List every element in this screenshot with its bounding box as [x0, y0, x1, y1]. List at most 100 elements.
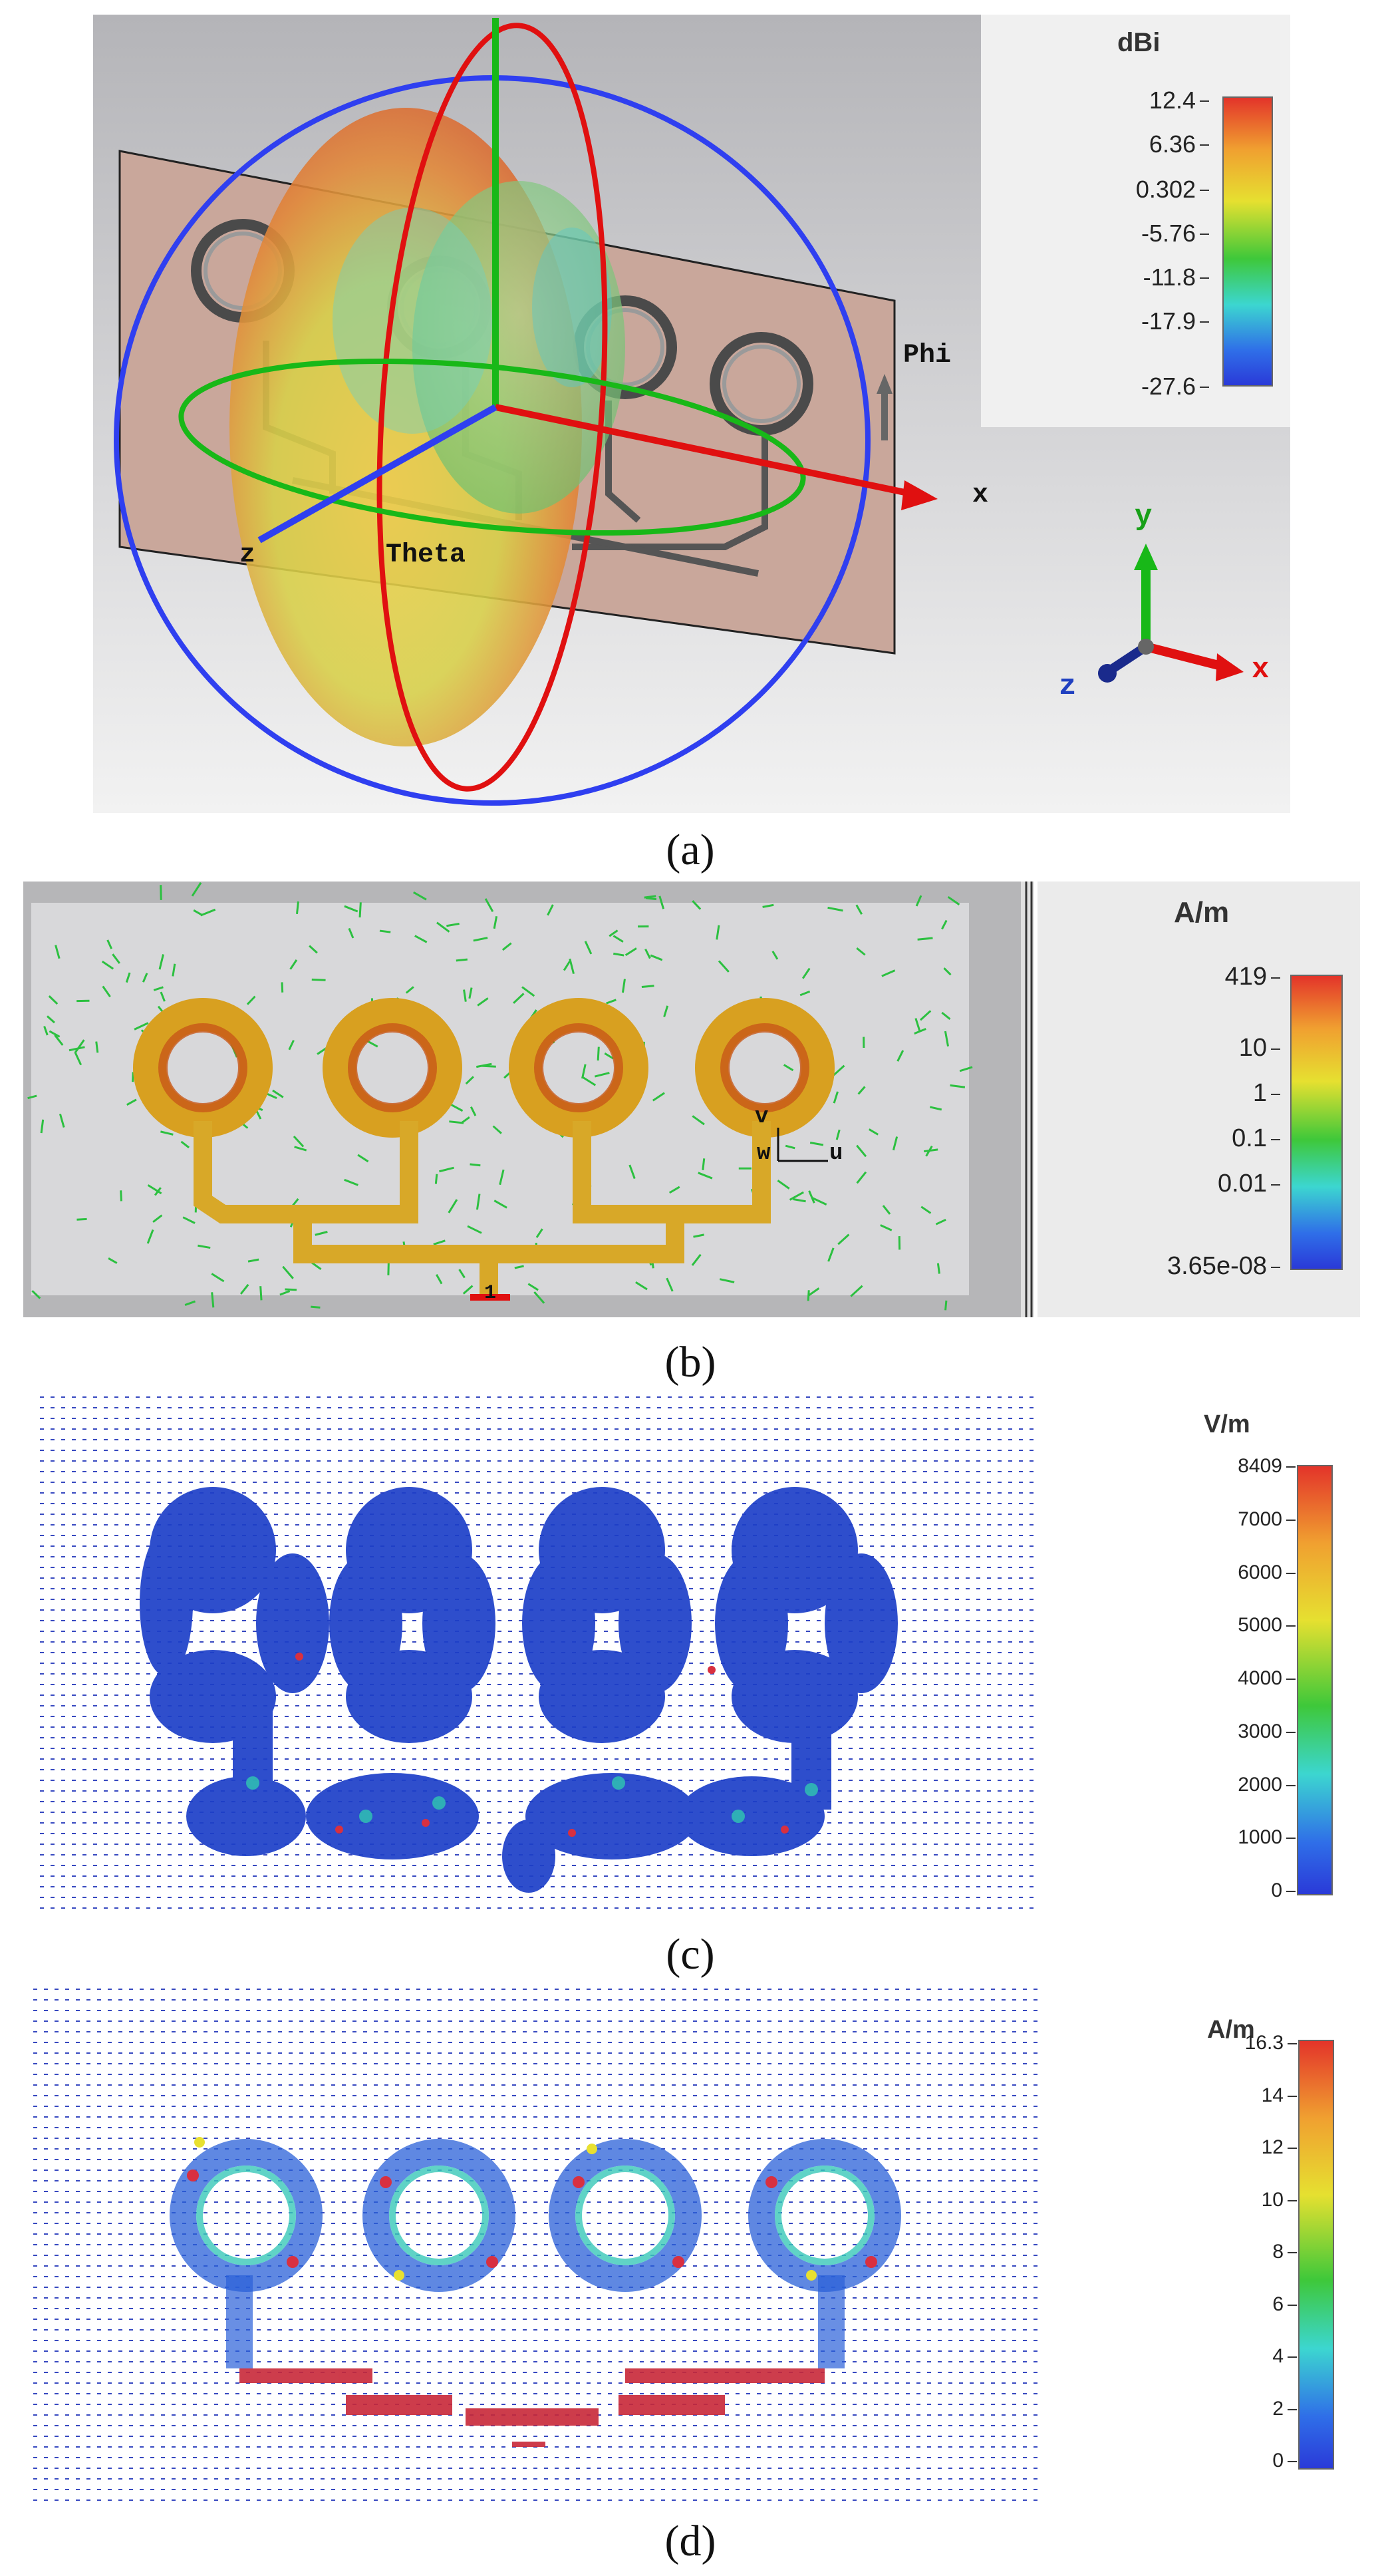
electric-field-view	[40, 1396, 1034, 1909]
colorbar-tick-label: 14	[1261, 2084, 1284, 2106]
colorbar-tick-mark	[1288, 2148, 1297, 2149]
axis-triad	[1098, 544, 1244, 683]
colorbar-c	[1297, 1465, 1333, 1895]
colorbar-b	[1290, 975, 1343, 1270]
colorbar-tick-mark	[1288, 2304, 1297, 2306]
colorbar-tick-label: -27.6	[1141, 373, 1196, 401]
panel-c-electric-field: V/m 8409 7000 6000 5000 4000 3000 2000 1000 0	[33, 1390, 1357, 1916]
panel-d-magnetic-field: A/m 16.3 14 12 10 8 6 4 2 0	[27, 1983, 1357, 2508]
colorbar-tick-label: 0	[1272, 2450, 1284, 2472]
colorbar-tick-mark	[1286, 1625, 1296, 1627]
colorbar-unit-c: V/m	[1204, 1410, 1250, 1438]
panel-a-radiation-pattern: Phi Theta x z y x z dBi 12.4 6.36 0.302 -5.…	[93, 15, 1290, 813]
colorbar-tick-label: 5000	[1238, 1614, 1282, 1637]
colorbar-tick-label: 0	[1271, 1879, 1282, 1901]
magnetic-field-view	[33, 1989, 1037, 2501]
colorbar-tick-label: 8	[1272, 2241, 1284, 2263]
colorbar-tick-label: 12.4	[1149, 86, 1196, 114]
colorbar-tick-mark	[1286, 1891, 1296, 1892]
colorbar-tick-label: 4000	[1238, 1667, 1282, 1689]
colorbar-tick-mark	[1200, 321, 1209, 323]
colorbar-tick-label: 1	[1252, 1079, 1267, 1108]
colorbar-tick-mark	[1200, 234, 1209, 235]
colorbar-tick-label: 6000	[1238, 1561, 1282, 1583]
colorbar-tick-label: -5.76	[1141, 220, 1196, 247]
colorbar-tick-mark	[1271, 1139, 1280, 1140]
colorbar-tick-mark	[1271, 1094, 1280, 1095]
colorbar-tick-mark	[1286, 1838, 1296, 1840]
colorbar-tick-mark	[1286, 1572, 1296, 1574]
colorbar-tick-label: 6.36	[1149, 130, 1196, 158]
colorbar-tick-mark	[1288, 2043, 1297, 2044]
triad-x-label: x	[1252, 653, 1270, 687]
surface-current-view	[23, 882, 1360, 1317]
x-axis-arrowhead	[901, 480, 938, 510]
colorbar-tick-label: 6	[1272, 2293, 1284, 2315]
colorbar-tick-label: 8409	[1238, 1455, 1282, 1477]
theta-label: Theta	[386, 540, 466, 570]
colorbar-tick-mark	[1200, 277, 1209, 279]
colorbar-a	[1222, 96, 1273, 387]
colorbar-tick-mark	[1271, 1184, 1280, 1186]
colorbar-tick-label: 3.65e-08	[1167, 1252, 1267, 1281]
colorbar-tick-label: 0.1	[1232, 1124, 1267, 1153]
caption-b: (b)	[664, 1338, 716, 1386]
colorbar-tick-label: 10	[1238, 1034, 1267, 1062]
colorbar-tick-label: 2000	[1238, 1773, 1282, 1796]
colorbar-tick-label: -11.8	[1143, 263, 1196, 291]
caption-c: (c)	[666, 1930, 715, 1979]
colorbar-tick-label: -17.9	[1141, 307, 1196, 335]
elevation-circle-green	[178, 358, 806, 536]
z-axis-label: z	[239, 540, 256, 570]
colorbar-tick-mark	[1288, 2356, 1297, 2358]
current-on-antenna	[133, 998, 835, 1301]
colorbar-tick-mark	[1200, 100, 1209, 102]
theta-circle-red	[376, 23, 608, 792]
colorbar-tick-mark	[1288, 2461, 1297, 2462]
colorbar-tick-label: 7000	[1238, 1508, 1282, 1530]
port-label: 1	[484, 1282, 497, 1305]
colorbar-tick-mark	[1271, 1267, 1280, 1268]
colorbar-tick-mark	[1288, 2252, 1297, 2253]
caption-d: (d)	[664, 2517, 716, 2565]
x-axis-label: x	[972, 480, 989, 510]
v-axis-label: v	[755, 1104, 769, 1130]
colorbar-tick-mark	[1200, 190, 1209, 191]
colorbar-tick-label: 4	[1272, 2345, 1284, 2367]
colorbar-tick-mark	[1288, 2095, 1297, 2097]
colorbar-tick-mark	[1200, 144, 1209, 146]
colorbar-d	[1298, 2040, 1334, 2470]
colorbar-tick-label: 16.3	[1244, 2032, 1284, 2054]
colorbar-tick-label: 10	[1261, 2188, 1284, 2211]
colorbar-unit-d: A/m	[1207, 2016, 1255, 2044]
colorbar-tick-mark	[1288, 2199, 1297, 2201]
colorbar-tick-mark	[1288, 2408, 1297, 2410]
colorbar-tick-label: 0.01	[1218, 1170, 1267, 1198]
colorbar-tick-mark	[1271, 977, 1280, 979]
back-lobe	[412, 181, 625, 514]
colorbar-tick-label: 1000	[1238, 1826, 1282, 1849]
colorbar-unit-a: dBi	[1117, 28, 1161, 57]
colorbar-unit-b: A/m	[1174, 896, 1230, 929]
colorbar-tick-mark	[1271, 1048, 1280, 1050]
x-axis	[494, 404, 912, 497]
e-field-concentration	[140, 1487, 898, 1893]
u-axis-label: u	[829, 1141, 843, 1166]
triad-y-label: y	[1135, 500, 1153, 534]
colorbar-tick-label: 12	[1261, 2136, 1284, 2158]
colorbar-tick-mark	[1200, 387, 1209, 388]
w-axis-label: w	[757, 1141, 771, 1166]
colorbar-tick-mark	[1286, 1784, 1296, 1786]
colorbar-tick-label: 0.302	[1135, 176, 1196, 204]
colorbar-tick-label: 419	[1224, 963, 1267, 991]
colorbar-tick-mark	[1286, 1466, 1296, 1468]
triad-z-label: z	[1059, 670, 1077, 703]
caption-a: (a)	[666, 826, 715, 874]
colorbar-tick-mark	[1286, 1731, 1296, 1733]
colorbar-tick-mark	[1286, 1679, 1296, 1680]
colorbar-tick-label: 2	[1272, 2397, 1284, 2420]
phi-label: Phi	[903, 341, 952, 371]
colorbar-tick-mark	[1286, 1519, 1296, 1521]
panel-b-surface-current: v w u 1 A/m 419 10 1 0.1 0.01 3.65e-08	[23, 882, 1360, 1321]
z-axis	[257, 404, 497, 544]
